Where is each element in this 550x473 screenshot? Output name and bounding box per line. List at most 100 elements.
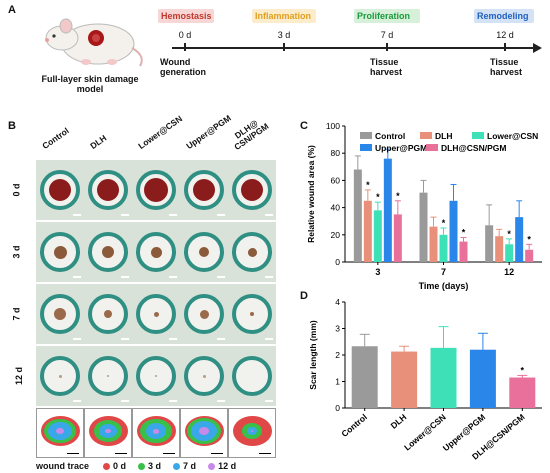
- legend-swatch: [420, 132, 432, 139]
- wound-spot: [241, 179, 263, 201]
- wound-spot: [144, 178, 168, 202]
- wound-trace-overlay: [132, 408, 180, 458]
- scale-bar: [163, 452, 175, 454]
- significance-marker: *: [462, 228, 466, 238]
- group-column-header: DLH@ CSN/PGM: [232, 117, 271, 152]
- y-tick-label: 60: [331, 175, 341, 185]
- bar: [469, 349, 496, 408]
- y-tick-label: 1: [335, 377, 340, 387]
- wound-trace-overlay: [36, 408, 84, 458]
- wound-area-chart: 0 20 40 60 80 100 Relative wound area (%) Time …: [306, 121, 542, 291]
- wound-trace-legend-title: wound trace: [36, 461, 90, 471]
- bar: [373, 210, 382, 262]
- wound-spot: [49, 179, 71, 201]
- wound-photo: [84, 222, 132, 282]
- wound-trace-legend-item: 3 d: [138, 461, 161, 471]
- legend-label: 7 d: [183, 461, 197, 471]
- group-column-header: Control: [40, 125, 71, 151]
- y-tick-label: 100: [326, 121, 340, 131]
- splint-ring: [232, 170, 272, 210]
- stage-proliferation: Proliferation: [357, 11, 411, 21]
- stage-hemostasis: Hemostasis: [161, 11, 212, 21]
- wound-photo: [228, 346, 276, 406]
- trace-region: [152, 428, 160, 434]
- x-axis-title: Time (days): [419, 281, 469, 291]
- splint-ring: [40, 356, 80, 396]
- day-label-1: 3 d: [277, 30, 291, 40]
- wound-photo: [84, 346, 132, 406]
- day-row-header: 7 d: [11, 307, 22, 321]
- bar: [353, 169, 362, 262]
- x-tick-label: 3: [375, 267, 380, 277]
- stage-remodeling: Remodeling: [477, 11, 529, 21]
- group-column-header: Lower@CSN: [136, 113, 184, 151]
- wound-spot: [97, 179, 119, 201]
- wound-spot: [247, 247, 257, 257]
- scale-bar: [169, 338, 177, 340]
- bar: [495, 236, 504, 262]
- bar: [429, 226, 438, 262]
- bar: [505, 244, 514, 262]
- panel-label-a: A: [8, 4, 16, 16]
- legend-label: 12 d: [218, 461, 237, 471]
- significance-marker: *: [527, 234, 531, 244]
- wound-trace-legend-item: 0 d: [103, 461, 126, 471]
- wound-photo: [36, 222, 84, 282]
- wound-spot: [155, 375, 157, 377]
- bar: [393, 214, 402, 262]
- y-axis-title: Scar length (mm): [308, 320, 318, 390]
- trace-region: [198, 427, 210, 435]
- wound-spot: [54, 308, 66, 320]
- group-column-header: DLH: [88, 132, 109, 151]
- bar: [351, 346, 378, 408]
- y-tick-label: 0: [335, 257, 340, 267]
- stage-bg-2: [354, 9, 420, 23]
- timeline-axis: [172, 47, 534, 49]
- day-row-header: 3 d: [11, 245, 22, 259]
- scale-bar: [115, 452, 127, 454]
- bar: [509, 377, 536, 408]
- significance-marker: *: [521, 365, 525, 375]
- stage-bg-3: [474, 9, 534, 23]
- wound-trace-overlay: [84, 408, 132, 458]
- significance-marker: *: [442, 218, 446, 228]
- wound-trace-legend: wound trace 0 d 3 d 7 d 12 d: [36, 461, 248, 471]
- bar: [459, 241, 468, 262]
- significance-marker: *: [396, 191, 400, 201]
- wound-photo: [84, 284, 132, 344]
- bar: [485, 225, 494, 262]
- scale-bar: [73, 338, 81, 340]
- timeline-arrowhead: [533, 43, 542, 53]
- legend-dot-icon: [208, 463, 216, 471]
- timeline-tick-0: [184, 43, 186, 51]
- wound-trace-overlay: [180, 408, 228, 458]
- wound-spot: [150, 246, 162, 258]
- y-axis-title: Relative wound area (%): [306, 145, 316, 243]
- x-tick-label: 7: [441, 267, 446, 277]
- bar: [430, 347, 457, 408]
- day-row-header: 0 d: [11, 183, 22, 197]
- significance-marker: *: [366, 180, 370, 190]
- legend-dot-icon: [173, 463, 181, 471]
- splint-ring: [232, 232, 272, 272]
- wound-spot: [250, 312, 254, 316]
- bar: [439, 234, 448, 262]
- bar: [419, 192, 428, 262]
- event-tissue-harvest-12d: Tissue harvest: [490, 57, 523, 77]
- splint-ring: [184, 232, 224, 272]
- wound-spot: [104, 310, 112, 318]
- legend-label: Lower@CSN: [487, 131, 538, 141]
- timeline-tick-2: [386, 43, 388, 51]
- scale-bar: [211, 452, 223, 454]
- splint-ring: [184, 356, 224, 396]
- y-tick-label: 0: [335, 403, 340, 413]
- scale-bar: [217, 276, 225, 278]
- wound-photo: [228, 160, 276, 220]
- legend-dot-icon: [138, 463, 146, 471]
- bar: [363, 200, 372, 262]
- day-row-header: 12 d: [14, 366, 25, 386]
- legend-label: 0 d: [113, 461, 127, 471]
- wound-spot: [107, 375, 109, 377]
- trace-region: [105, 429, 111, 433]
